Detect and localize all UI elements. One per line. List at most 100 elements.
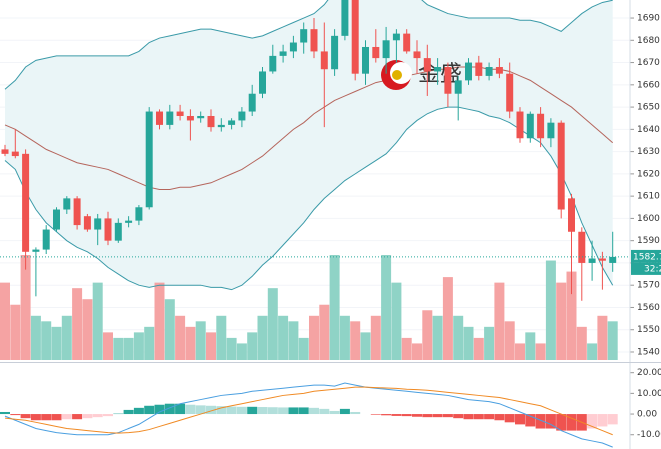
macd-histogram-bar (504, 414, 515, 423)
macd-histogram-bar (82, 414, 93, 419)
candle-body (351, 0, 359, 74)
candle-body (516, 111, 524, 139)
volume-bar (195, 321, 206, 360)
candle-body (125, 220, 133, 223)
volume-bar (412, 343, 422, 360)
y-tick-label: 1640 (637, 125, 660, 135)
macd-histogram-bar (463, 414, 474, 420)
candle-body (176, 111, 184, 116)
macd-histogram-bar (51, 414, 62, 421)
macd-histogram-bar (556, 414, 567, 431)
volume-bar (236, 343, 247, 360)
macd-histogram-bar (144, 405, 155, 415)
volume-bar (82, 299, 93, 360)
candle-body (104, 218, 112, 241)
macd-histogram-bar (154, 404, 165, 415)
macd-histogram-bar (442, 414, 453, 418)
volume-bar (473, 337, 484, 360)
candle-body (32, 249, 40, 252)
macd-histogram-bar (587, 414, 598, 429)
volume-bar (206, 332, 216, 360)
candle-body (557, 122, 565, 210)
candle-body (331, 35, 339, 70)
candle-body (156, 111, 163, 125)
macd-histogram-bar (607, 414, 618, 425)
volume-bar (360, 332, 371, 360)
candle-body (83, 216, 91, 230)
candle-body (217, 124, 225, 128)
candle-body (465, 62, 472, 81)
macd-histogram-bar (391, 414, 402, 416)
volume-bar (597, 315, 608, 360)
candle-body (578, 231, 586, 263)
volume-bar (422, 310, 433, 360)
y-tick-label: 1660 (637, 80, 660, 90)
volume-bar (309, 315, 319, 360)
watermark-logo-dot (392, 70, 402, 80)
candle-body (547, 122, 555, 139)
macd-histogram-bar (494, 414, 505, 421)
indicator-line (4, 66, 614, 190)
candle-body (526, 113, 534, 139)
macd-histogram-bar (61, 414, 72, 420)
candle-body (248, 93, 256, 112)
macd-histogram-bar (484, 414, 495, 420)
volume-bar (247, 332, 258, 360)
y-tick-label: 1610 (637, 192, 660, 202)
candle-body (94, 218, 102, 230)
candle-body (382, 40, 390, 59)
macd-histogram-bar (309, 407, 319, 415)
macd-histogram-bar (278, 407, 289, 415)
candle-body (413, 51, 421, 59)
macd-histogram-bar (566, 414, 577, 431)
macd-histogram-bar (370, 414, 381, 415)
candle-body (207, 115, 215, 128)
volume-bar (0, 282, 10, 360)
volume-bar (566, 271, 577, 360)
macd-histogram-bar (10, 414, 21, 416)
volume-bar (20, 255, 31, 360)
candle-body (166, 111, 174, 125)
volume-bar (432, 315, 443, 360)
volume-bar (123, 337, 134, 360)
candle-body (609, 256, 617, 263)
countdown-label: 32:2 (644, 264, 661, 274)
volume-bar (350, 321, 361, 360)
volume-bar (319, 304, 330, 360)
candle-body (269, 55, 277, 72)
volume-bar (113, 337, 124, 360)
macd-histogram-bar (30, 414, 41, 421)
volume-bar (133, 332, 144, 360)
volume-bar (61, 315, 72, 360)
candle-body (475, 62, 483, 76)
volume-bar (463, 326, 474, 360)
macd-histogram-bar (185, 404, 196, 415)
y-tick-label: 1540 (637, 347, 660, 357)
candle-body (63, 198, 71, 210)
candle-body (434, 67, 442, 72)
candle-body (22, 153, 30, 252)
macd-histogram-bar (247, 406, 258, 415)
candle-body (228, 120, 236, 125)
indicator-line (4, 106, 614, 291)
y-tick-label: 1650 (637, 103, 660, 113)
candle-body (454, 80, 462, 94)
volume-bar (401, 337, 412, 360)
price-axis: 1540155015601570158015901600161016201630… (630, 14, 661, 440)
macd-histogram-bar (288, 407, 299, 415)
candle-body (320, 51, 328, 70)
macd-histogram-bar (195, 405, 206, 415)
macd-histogram-bar (236, 406, 247, 415)
y-tick-label: 1630 (637, 147, 660, 157)
candle-body (145, 111, 153, 208)
candle-body (289, 42, 297, 52)
macd-histogram-bar (525, 414, 536, 427)
y-tick-label: 0.00 (637, 410, 657, 420)
volume-bar (298, 337, 309, 360)
y-tick-label: -10.00 (637, 430, 661, 440)
volume-bar (556, 282, 567, 360)
candle-body (372, 46, 380, 59)
macd-histogram-bar (226, 406, 237, 415)
candle-body (485, 67, 493, 76)
